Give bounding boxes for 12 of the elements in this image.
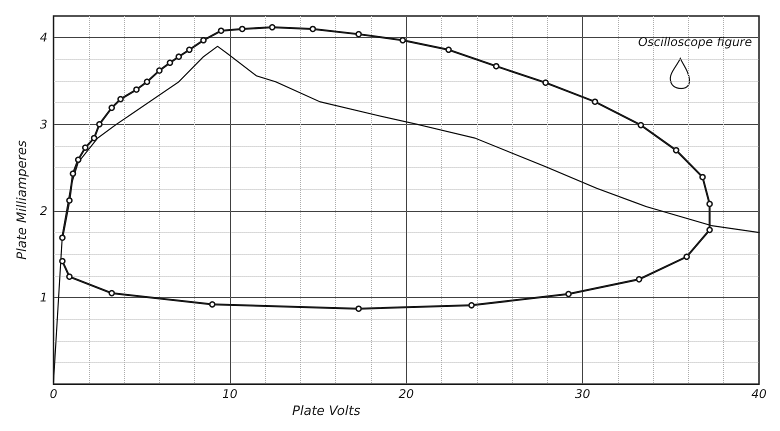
y-tick-label: 1	[40, 290, 48, 304]
x-tick-label: 30	[574, 387, 591, 402]
y-axis-title: Plate Milliamperes	[15, 140, 30, 260]
x-tick-label: 40	[751, 387, 767, 402]
x-tick-label: 20	[398, 387, 414, 402]
annotation: Oscilloscope figure	[638, 35, 752, 49]
y-tick-label: 3	[40, 117, 48, 132]
x-tick-label: 10	[222, 387, 238, 402]
x-tick-label: 0	[50, 387, 58, 402]
y-tick-label: 2	[40, 204, 48, 218]
x-axis-title: Plate Volts	[292, 404, 361, 419]
y-tick-label: 4	[40, 30, 48, 45]
